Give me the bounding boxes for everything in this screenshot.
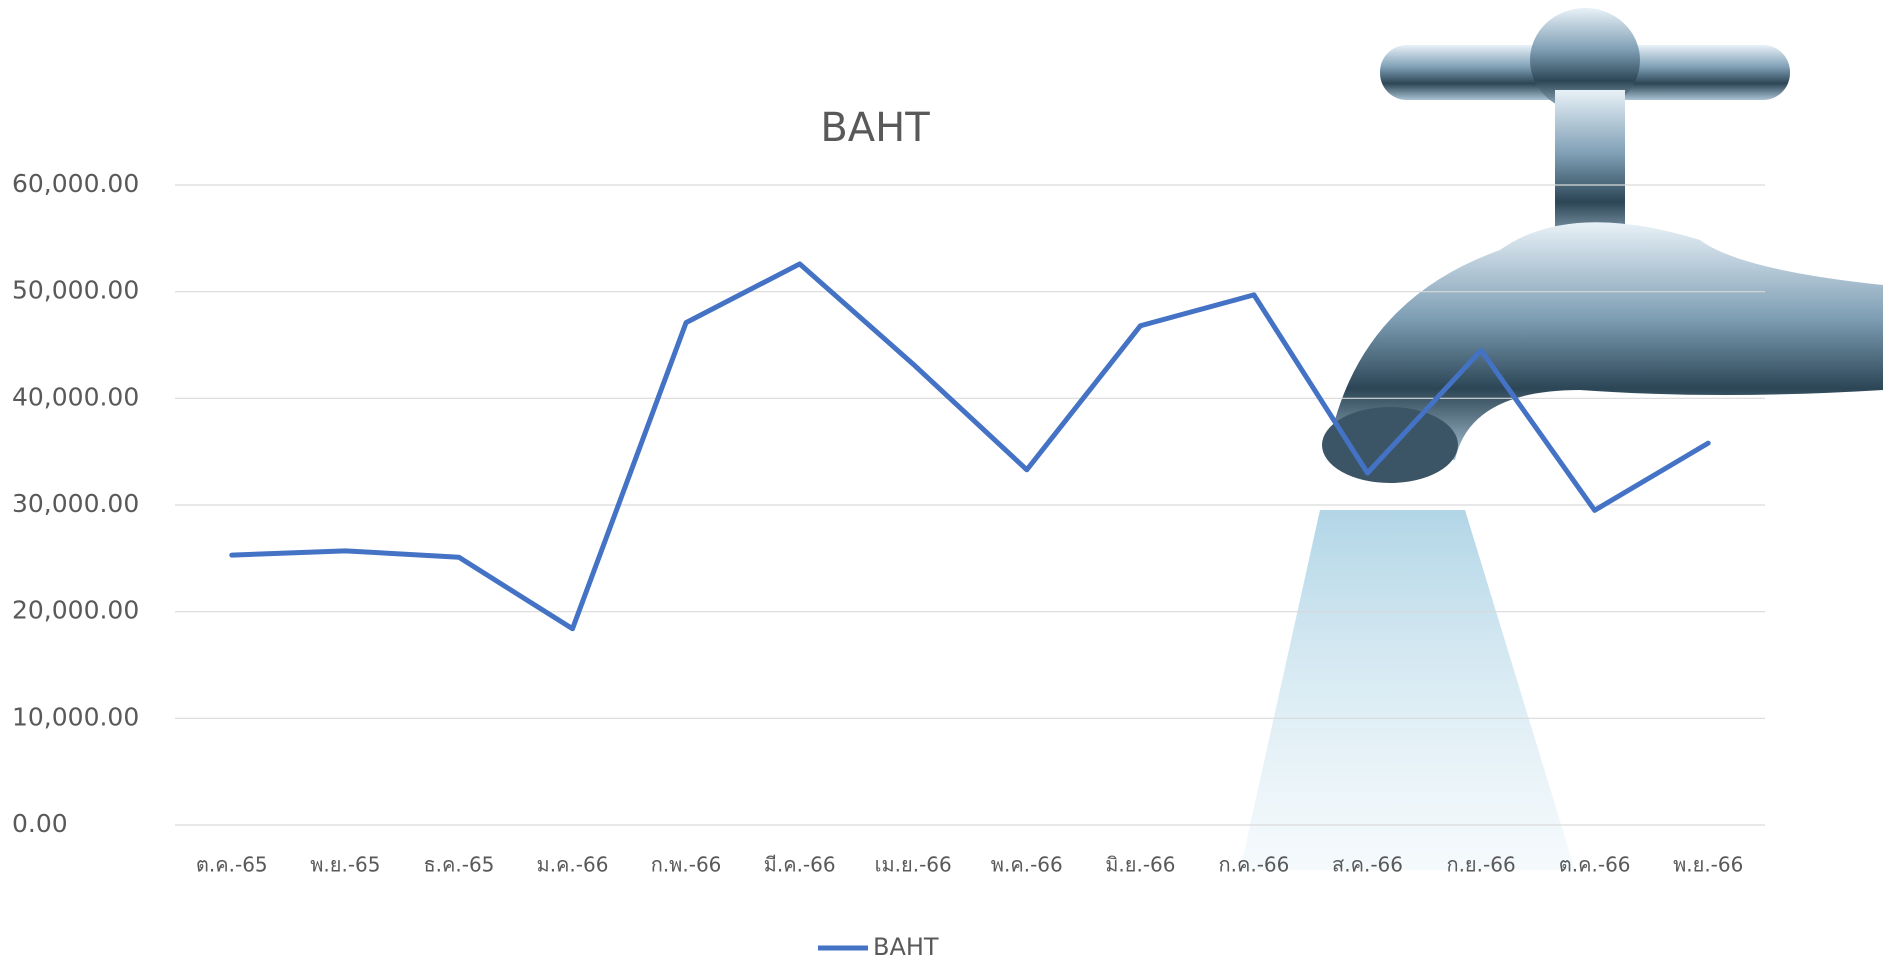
x-tick-label: มิ.ย.-66	[1105, 853, 1175, 877]
x-tick-label: มี.ค.-66	[764, 853, 836, 877]
x-tick-label: ต.ค.-66	[1559, 853, 1631, 877]
x-tick-label: ม.ค.-66	[537, 853, 609, 877]
y-tick-label: 20,000.00	[12, 596, 139, 625]
x-tick-label: พ.ย.-65	[310, 853, 380, 877]
chart: BAHT 0.00 10,000.00 20,000.00 30,000.00 40,0…	[0, 0, 1883, 965]
faucet-illustration	[1240, 8, 1883, 870]
x-tick-label: พ.ค.-66	[991, 853, 1063, 877]
chart-title: BAHT	[820, 105, 930, 151]
y-tick-label: 10,000.00	[12, 702, 139, 731]
y-tick-label: 0.00	[12, 809, 68, 838]
x-tick-label: ธ.ค.-65	[423, 853, 494, 877]
x-tick-label: เม.ย.-66	[875, 853, 952, 877]
x-tick-label: ก.พ.-66	[651, 853, 722, 877]
water-stream	[1240, 510, 1575, 870]
x-tick-label: พ.ย.-66	[1673, 853, 1743, 877]
y-tick-label: 50,000.00	[12, 276, 139, 305]
x-tick-label: ก.ย.-66	[1446, 853, 1515, 877]
x-tick-label: ส.ค.-66	[1332, 853, 1403, 877]
x-tick-label: ก.ค.-66	[1218, 853, 1289, 877]
x-tick-label: ต.ค.-65	[196, 853, 268, 877]
y-tick-label: 40,000.00	[12, 382, 139, 411]
faucet-outlet	[1322, 407, 1458, 483]
legend-label: BAHT	[873, 933, 939, 961]
y-tick-label: 60,000.00	[12, 169, 139, 198]
y-tick-label: 30,000.00	[12, 489, 139, 518]
